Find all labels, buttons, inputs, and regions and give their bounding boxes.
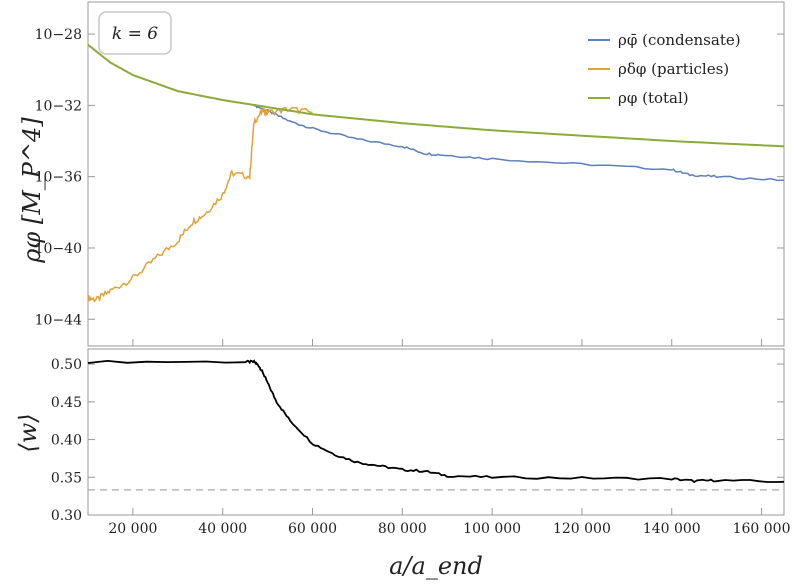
top-panel-frame [87, 1, 785, 347]
x-tick-label: 80 000 [378, 521, 427, 537]
total-series-line [87, 44, 785, 148]
bottom-y-tick-label: 0.45 [51, 395, 82, 411]
legend-label: ρφ̄ (condensate) [618, 31, 741, 49]
bottom-panel-frame [87, 348, 785, 516]
x-tick-label: 140 000 [643, 521, 701, 537]
w-series-line [87, 359, 785, 484]
legend: ρφ̄ (condensate) ρδφ (particles) ρφ (total… [588, 31, 741, 107]
x-tick-label: 20 000 [108, 521, 157, 537]
x-axis-label: a/a_end [389, 552, 483, 580]
top-y-axis-label: ρφ [M_P^4] [18, 117, 46, 264]
x-tick-label: 100 000 [463, 521, 521, 537]
k-annotation: k = 6 [112, 24, 158, 44]
bottom-y-tick-label: 0.35 [51, 470, 82, 486]
bottom-series-group [87, 359, 785, 491]
x-tick-label: 60 000 [288, 521, 337, 537]
top-series-group [87, 44, 785, 303]
legend-label: ρφ (total) [618, 89, 689, 107]
x-tick-label: 120 000 [553, 521, 611, 537]
condensate-series-line [253, 103, 785, 182]
top-y-tick-label: 10−32 [35, 98, 82, 114]
top-y-ticks: 10−28 10−32 10−36 10−40 10−44 [35, 27, 784, 328]
top-y-tick-label: 10−40 [35, 241, 82, 257]
bottom-y-tick-label: 0.40 [51, 433, 82, 449]
x-tick-label: 40 000 [198, 521, 247, 537]
top-y-tick-label: 10−28 [35, 27, 82, 43]
bottom-y-tick-label: 0.50 [51, 357, 82, 373]
x-tick-label: 160 000 [733, 521, 791, 537]
k-annotation-box [98, 11, 172, 55]
bottom-y-axis-label: ⟨w⟩ [14, 413, 42, 452]
legend-label: ρδφ (particles) [618, 60, 729, 78]
x-ticks: 20 000 40 000 60 000 80 000 100 000 120 000 14… [108, 339, 791, 537]
bottom-y-ticks: 0.30 0.35 0.40 0.45 0.50 [51, 357, 784, 524]
top-y-tick-label: 10−36 [35, 170, 82, 186]
top-y-tick-label: 10−44 [35, 312, 82, 328]
particles-series-line [87, 106, 313, 303]
bottom-y-tick-label: 0.30 [51, 508, 82, 524]
